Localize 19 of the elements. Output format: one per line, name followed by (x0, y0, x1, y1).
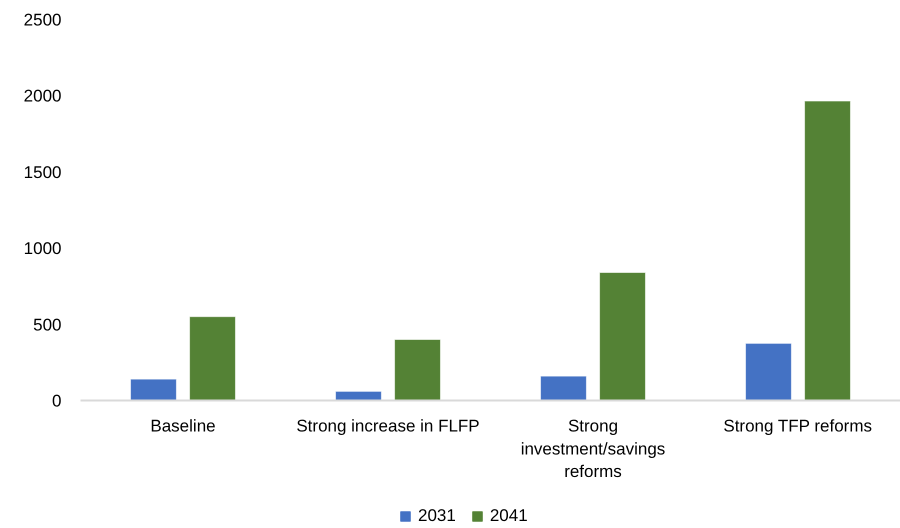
bar (745, 342, 792, 400)
bar (130, 378, 177, 400)
y-tick-label: 1500 (24, 162, 62, 182)
bar (394, 339, 441, 400)
bar (599, 272, 646, 400)
legend-label: 2041 (490, 506, 528, 526)
x-tick-label: Strong investment/savings reforms (520, 416, 666, 482)
bar (804, 100, 851, 400)
legend-label: 2031 (418, 506, 456, 526)
x-tick-label: Baseline (150, 416, 216, 436)
bar (189, 316, 236, 400)
bar (540, 376, 587, 400)
x-tick-label: Strong increase in FLFP (296, 416, 480, 436)
y-tick-label: 2000 (24, 86, 62, 106)
y-tick-label: 1000 (24, 239, 62, 258)
y-tick-label: 2500 (24, 10, 62, 30)
y-tick-label: 500 (33, 315, 62, 334)
x-tick-label: Strong TFP reforms (723, 416, 872, 436)
y-tick-label: 0 (52, 392, 62, 410)
